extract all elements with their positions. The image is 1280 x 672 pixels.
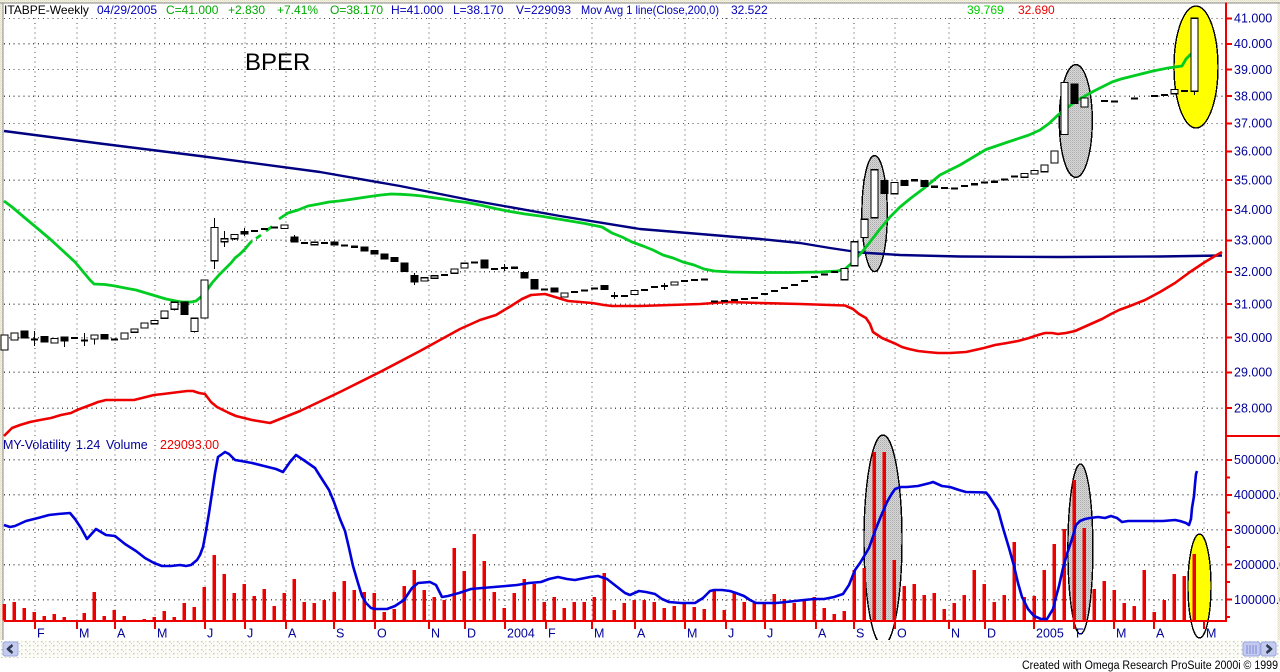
svg-text:500000.00: 500000.00 [1234, 453, 1280, 467]
svg-text:34.000: 34.000 [1234, 203, 1272, 217]
svg-text:36.000: 36.000 [1234, 145, 1272, 159]
svg-text:O: O [897, 627, 907, 641]
svg-text:200000.00: 200000.00 [1234, 558, 1280, 572]
svg-text:M: M [687, 627, 697, 641]
svg-text:100000.00: 100000.00 [1234, 593, 1280, 607]
svg-text:BPER: BPER [245, 49, 310, 76]
svg-text:A: A [288, 627, 297, 641]
svg-text:D: D [987, 627, 996, 641]
svg-text:N: N [951, 627, 960, 641]
svg-text:J: J [207, 627, 213, 641]
svg-text:30.000: 30.000 [1234, 331, 1272, 345]
svg-text:41.000: 41.000 [1234, 12, 1272, 26]
svg-text:J: J [247, 627, 253, 641]
svg-text:40.000: 40.000 [1234, 37, 1272, 51]
svg-text:Mov Avg 1 line(Close,200,0): Mov Avg 1 line(Close,200,0) [581, 3, 719, 17]
svg-text:A: A [818, 627, 827, 641]
svg-text:31.000: 31.000 [1234, 297, 1272, 311]
svg-text:F: F [1076, 627, 1084, 641]
svg-text:1.24: 1.24 [76, 438, 100, 452]
svg-text:A: A [1156, 627, 1165, 641]
svg-text:33.000: 33.000 [1234, 234, 1272, 248]
svg-text:N: N [431, 627, 440, 641]
svg-text:2004: 2004 [507, 627, 535, 641]
svg-text:Volume: Volume [106, 438, 148, 452]
svg-text:L=38.170: L=38.170 [453, 3, 504, 17]
svg-text:2005: 2005 [1036, 627, 1064, 641]
svg-text:S: S [336, 627, 344, 641]
svg-text:MY-Volatility: MY-Volatility [3, 438, 71, 452]
svg-text:M: M [157, 627, 167, 641]
svg-text:28.000: 28.000 [1234, 401, 1272, 415]
svg-text:35.000: 35.000 [1234, 173, 1272, 187]
svg-text:J: J [728, 627, 734, 641]
svg-text:32.000: 32.000 [1234, 265, 1272, 279]
svg-text:F: F [548, 627, 556, 641]
svg-text:39.769: 39.769 [967, 3, 1004, 17]
svg-text:+7.41%: +7.41% [277, 3, 318, 17]
svg-text:A: A [637, 627, 646, 641]
svg-text:37.000: 37.000 [1234, 117, 1272, 131]
svg-text:J: J [767, 627, 773, 641]
svg-text:29.000: 29.000 [1234, 366, 1272, 380]
svg-text:400000.00: 400000.00 [1234, 488, 1280, 502]
svg-text:M: M [1116, 627, 1126, 641]
svg-text:+2.830: +2.830 [228, 3, 265, 17]
svg-text:39.000: 39.000 [1234, 63, 1272, 77]
svg-text:ITABPE-Weekly: ITABPE-Weekly [4, 3, 89, 17]
svg-text:F: F [37, 627, 45, 641]
svg-text:O=38.170: O=38.170 [330, 3, 383, 17]
svg-text:38.000: 38.000 [1234, 89, 1272, 103]
svg-text:04/29/2005: 04/29/2005 [97, 3, 157, 17]
svg-text:M: M [594, 627, 604, 641]
svg-text:M: M [1206, 627, 1216, 641]
svg-text:Created with Omega Research Pr: Created with Omega Research ProSuite 200… [1022, 660, 1278, 672]
svg-text:32.690: 32.690 [1018, 3, 1055, 17]
svg-text:A: A [117, 627, 126, 641]
svg-text:229093.00: 229093.00 [160, 438, 219, 452]
svg-text:O: O [377, 627, 387, 641]
svg-text:32.522: 32.522 [731, 3, 768, 17]
svg-text:S: S [856, 627, 864, 641]
svg-text:H=41.000: H=41.000 [391, 3, 444, 17]
svg-text:C=41.000: C=41.000 [166, 3, 219, 17]
svg-text:V=229093: V=229093 [516, 3, 571, 17]
svg-text:D: D [467, 627, 476, 641]
svg-text:300000.00: 300000.00 [1234, 523, 1280, 537]
svg-text:M: M [79, 627, 89, 641]
